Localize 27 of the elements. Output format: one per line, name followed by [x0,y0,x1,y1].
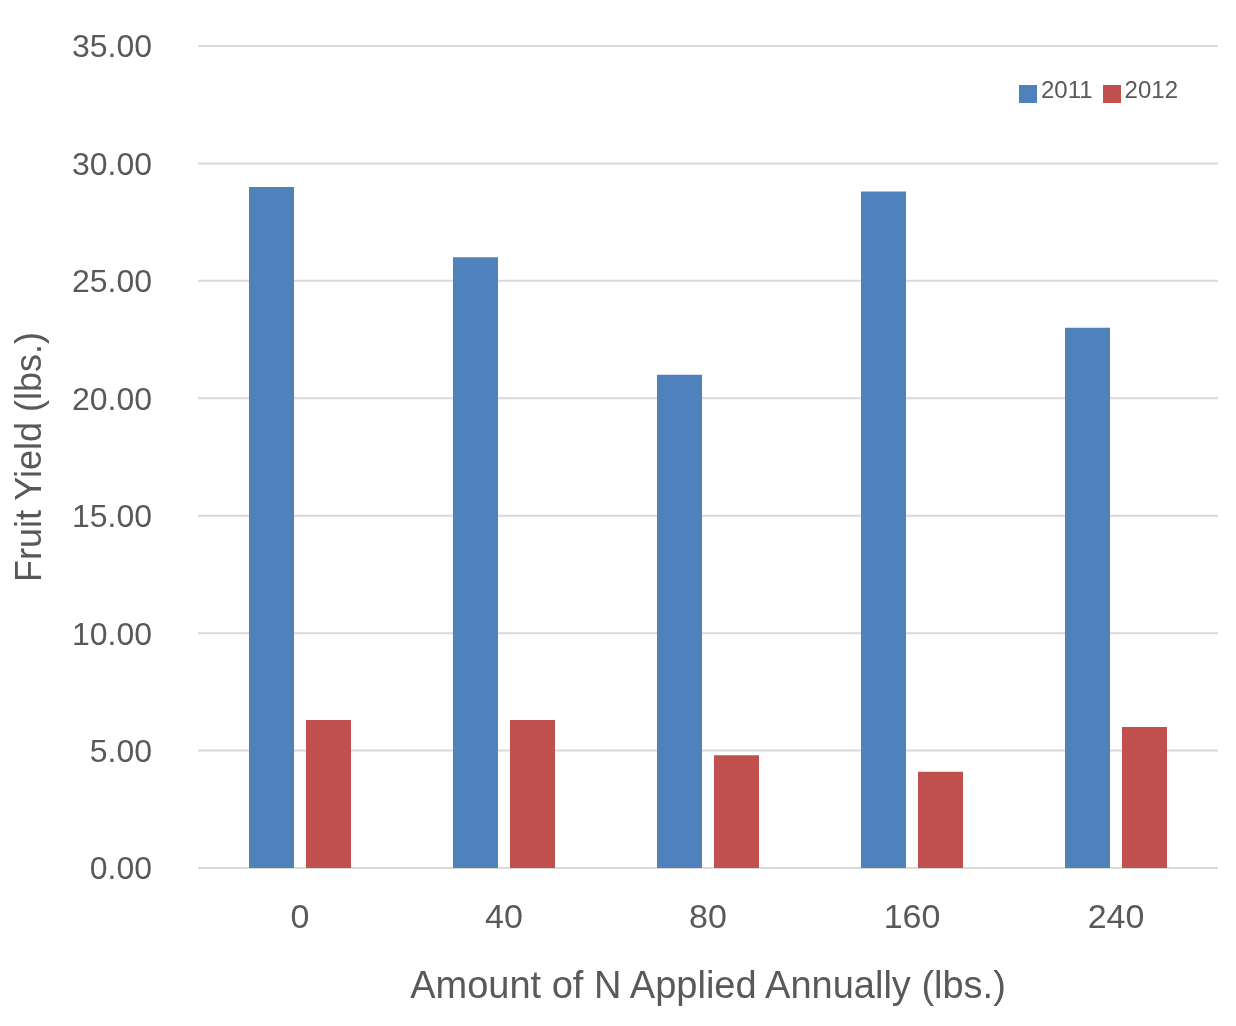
bar [918,771,963,868]
y-tick-label: 10.00 [71,615,152,652]
y-tick-label: 15.00 [71,498,152,535]
y-tick-label: 20.00 [71,380,152,417]
x-tick-label: 240 [1087,897,1145,936]
bar [861,191,906,868]
x-axis-title: Amount of N Applied Annually (lbs.) [410,964,1006,1006]
y-tick-label: 5.00 [89,732,152,769]
bar [714,755,759,868]
legend-label: 2012 [1124,76,1178,103]
bar [306,720,351,868]
legend-label: 2011 [1041,76,1093,103]
bar [657,374,702,868]
x-tick-label: 40 [485,897,523,936]
bar [1065,327,1110,868]
x-tick-label: 0 [290,897,310,936]
x-tick-label: 80 [689,897,727,936]
bar [249,186,294,868]
x-tick-label: 160 [883,897,941,936]
bar [453,257,498,868]
bar [1122,727,1167,868]
bar [510,720,555,868]
y-tick-label: 30.00 [71,145,152,182]
y-tick-label: 35.00 [71,28,152,65]
y-tick-label: 25.00 [71,263,152,300]
y-tick-label: 0.00 [89,850,152,887]
y-axis-title: Fruit Yield (lbs.) [7,331,49,583]
